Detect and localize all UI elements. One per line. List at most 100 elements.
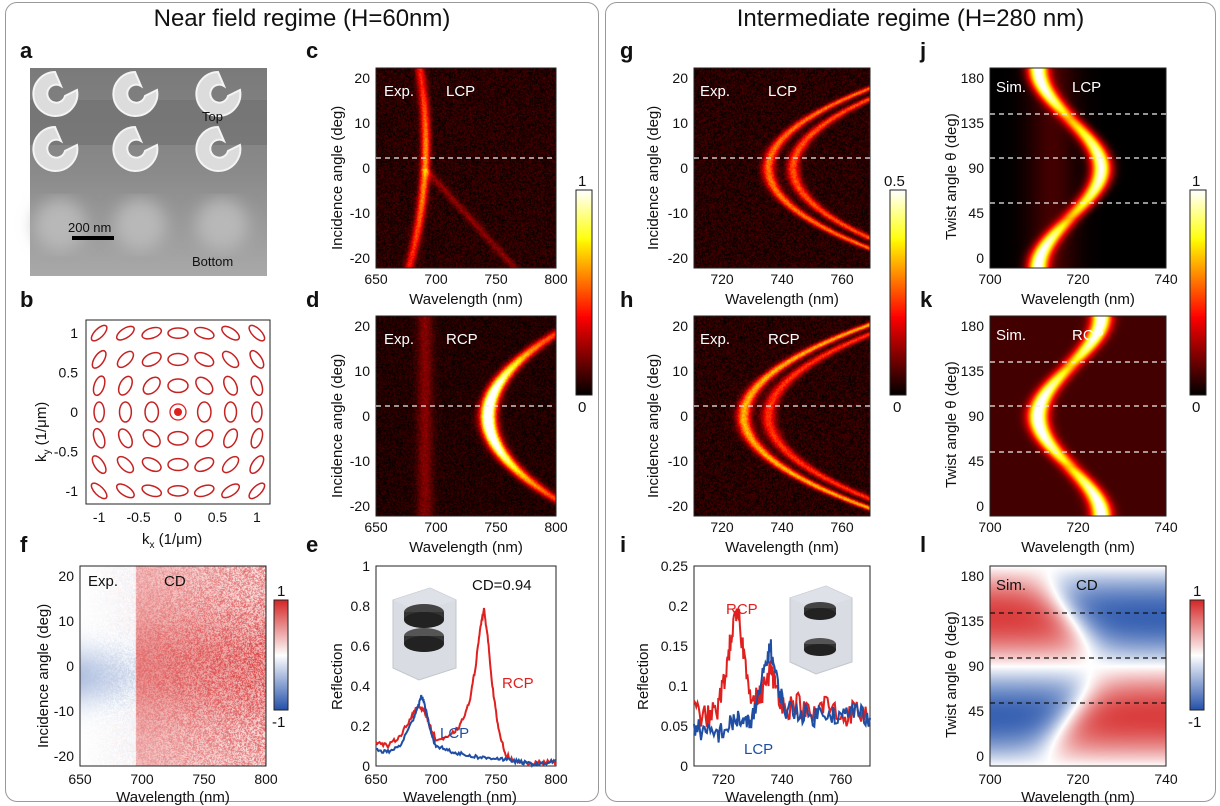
ytick-label: 0	[680, 160, 688, 176]
map-d-tag: Exp.	[384, 331, 414, 348]
polarization-ellipse	[116, 350, 135, 369]
cb-cd-left-max: 1	[277, 583, 285, 600]
ylabel-l: Twist angle θ (deg)	[943, 611, 960, 738]
xtick-label: 650	[364, 271, 388, 287]
panel-letter-i: i	[620, 532, 627, 557]
ytick-label: -20	[350, 250, 370, 266]
polarization-ellipse	[93, 401, 105, 423]
xtick-label: 650	[68, 771, 92, 787]
polarization-ellipse	[196, 401, 212, 423]
polarization-ellipse	[223, 428, 239, 449]
panel-letter-a: a	[20, 38, 33, 63]
ylabel-k: Twist angle θ (deg)	[943, 361, 960, 488]
polarization-ellipse	[167, 485, 189, 497]
center-dot	[174, 408, 182, 416]
polarization-ellipse	[141, 484, 163, 498]
ylabel-j: Twist angle θ (deg)	[943, 113, 960, 240]
colorbar-heat-cd	[576, 190, 592, 395]
ytick-label: 20	[672, 318, 688, 334]
ytick-label: 20	[354, 70, 370, 86]
panel-letter-f: f	[20, 532, 28, 557]
polarization-ellipse	[90, 324, 108, 342]
ytick-label: 135	[961, 115, 985, 131]
map-g-pol: LCP	[768, 83, 797, 100]
polarization-ellipse	[248, 482, 266, 500]
intermediate-frame	[605, 2, 1216, 802]
ytick-label: 0	[976, 250, 984, 266]
polarization-ellipse	[141, 326, 163, 340]
polarization-ellipse	[221, 325, 241, 341]
ytick-label: 0.6	[351, 638, 371, 654]
xtick-label: 800	[544, 771, 568, 787]
map-j-lcp-sim	[990, 68, 1166, 268]
xtick-label: 750	[484, 271, 508, 287]
cb-cd-right-min: -1	[1188, 714, 1201, 731]
xlabel-f: Wavelength (nm)	[116, 789, 230, 806]
xtick-label: 720	[710, 271, 734, 287]
polarization-ellipse	[250, 427, 264, 449]
polarization-ellipse	[221, 455, 240, 474]
xlabel-d: Wavelength (nm)	[409, 539, 523, 556]
map-f-tag: Exp.	[88, 573, 118, 590]
xtick-label: 740	[1154, 271, 1178, 287]
chart-e-rcp-label: RCP	[502, 675, 534, 692]
polarization-ellipse	[251, 401, 263, 423]
polarization-ellipse	[167, 378, 189, 394]
polarization-ellipse	[116, 455, 135, 474]
xtick-label: 750	[484, 519, 508, 535]
map-j-tag: Sim.	[996, 79, 1026, 96]
ytick-label: 180	[961, 318, 985, 334]
map-c-lcp	[376, 68, 556, 268]
ytick-label: 10	[354, 363, 370, 379]
ytick-label: 0	[680, 758, 688, 774]
polarization-ellipse	[141, 457, 162, 473]
polarization-ellipse	[249, 349, 265, 369]
polarization-ellipse	[221, 483, 241, 499]
map-k-tag: Sim.	[996, 327, 1026, 344]
intermediate-title: Intermediate regime (H=280 nm)	[736, 5, 1085, 32]
polarization-ellipse	[194, 351, 215, 367]
ylabel-i: Reflection	[635, 643, 652, 710]
ytick-label: 0.05	[661, 718, 688, 734]
ellipse-xtick: 0	[174, 509, 182, 525]
xlabel-l: Wavelength (nm)	[1021, 789, 1135, 806]
near-field-frame	[5, 2, 599, 802]
sem-top-label: Top	[202, 109, 223, 124]
polarization-ellipse	[250, 375, 264, 397]
ellipse-xtick: -1	[93, 509, 106, 525]
polarization-ellipse	[195, 429, 214, 448]
polarization-ellipse	[249, 455, 265, 475]
cb-heat-gh-max: 0.5	[884, 173, 905, 190]
ytick-label: 0	[362, 160, 370, 176]
map-d-rcp	[376, 316, 556, 516]
xtick-label: 720	[710, 519, 734, 535]
ytick-label: 0	[66, 658, 74, 674]
xtick-label: 650	[364, 519, 388, 535]
cb-heat-cd-max: 1	[578, 173, 586, 190]
ytick-label: 135	[961, 363, 985, 379]
cb-heat-cd-min: 0	[578, 399, 586, 416]
ytick-label: 0.15	[661, 638, 688, 654]
polarization-ellipse	[167, 327, 189, 339]
inset-cube-i	[789, 585, 853, 675]
polarization-ellipse	[248, 324, 266, 342]
xtick-label: 740	[1154, 771, 1178, 787]
map-g-tag: Exp.	[700, 83, 730, 100]
xtick-label: 720	[712, 771, 736, 787]
panel-letter-h: h	[620, 287, 634, 312]
cb-cd-right-max: 1	[1193, 583, 1201, 600]
xtick-label: 750	[192, 771, 216, 787]
ellipse-xtick: 1	[253, 509, 261, 525]
ytick-label: 90	[968, 658, 984, 674]
colorbar-heat-gh	[890, 190, 906, 395]
xtick-label: 760	[830, 271, 854, 287]
ellipse-xtick: 0.5	[208, 509, 228, 525]
xtick-label: 700	[978, 271, 1002, 287]
ellipse-xlabel: kx (1/μm)	[142, 531, 202, 551]
near-field-title: Near field regime (H=60nm)	[153, 5, 451, 32]
xtick-label: 750	[484, 771, 508, 787]
chart-e-lcp-label: LCP	[440, 725, 469, 742]
